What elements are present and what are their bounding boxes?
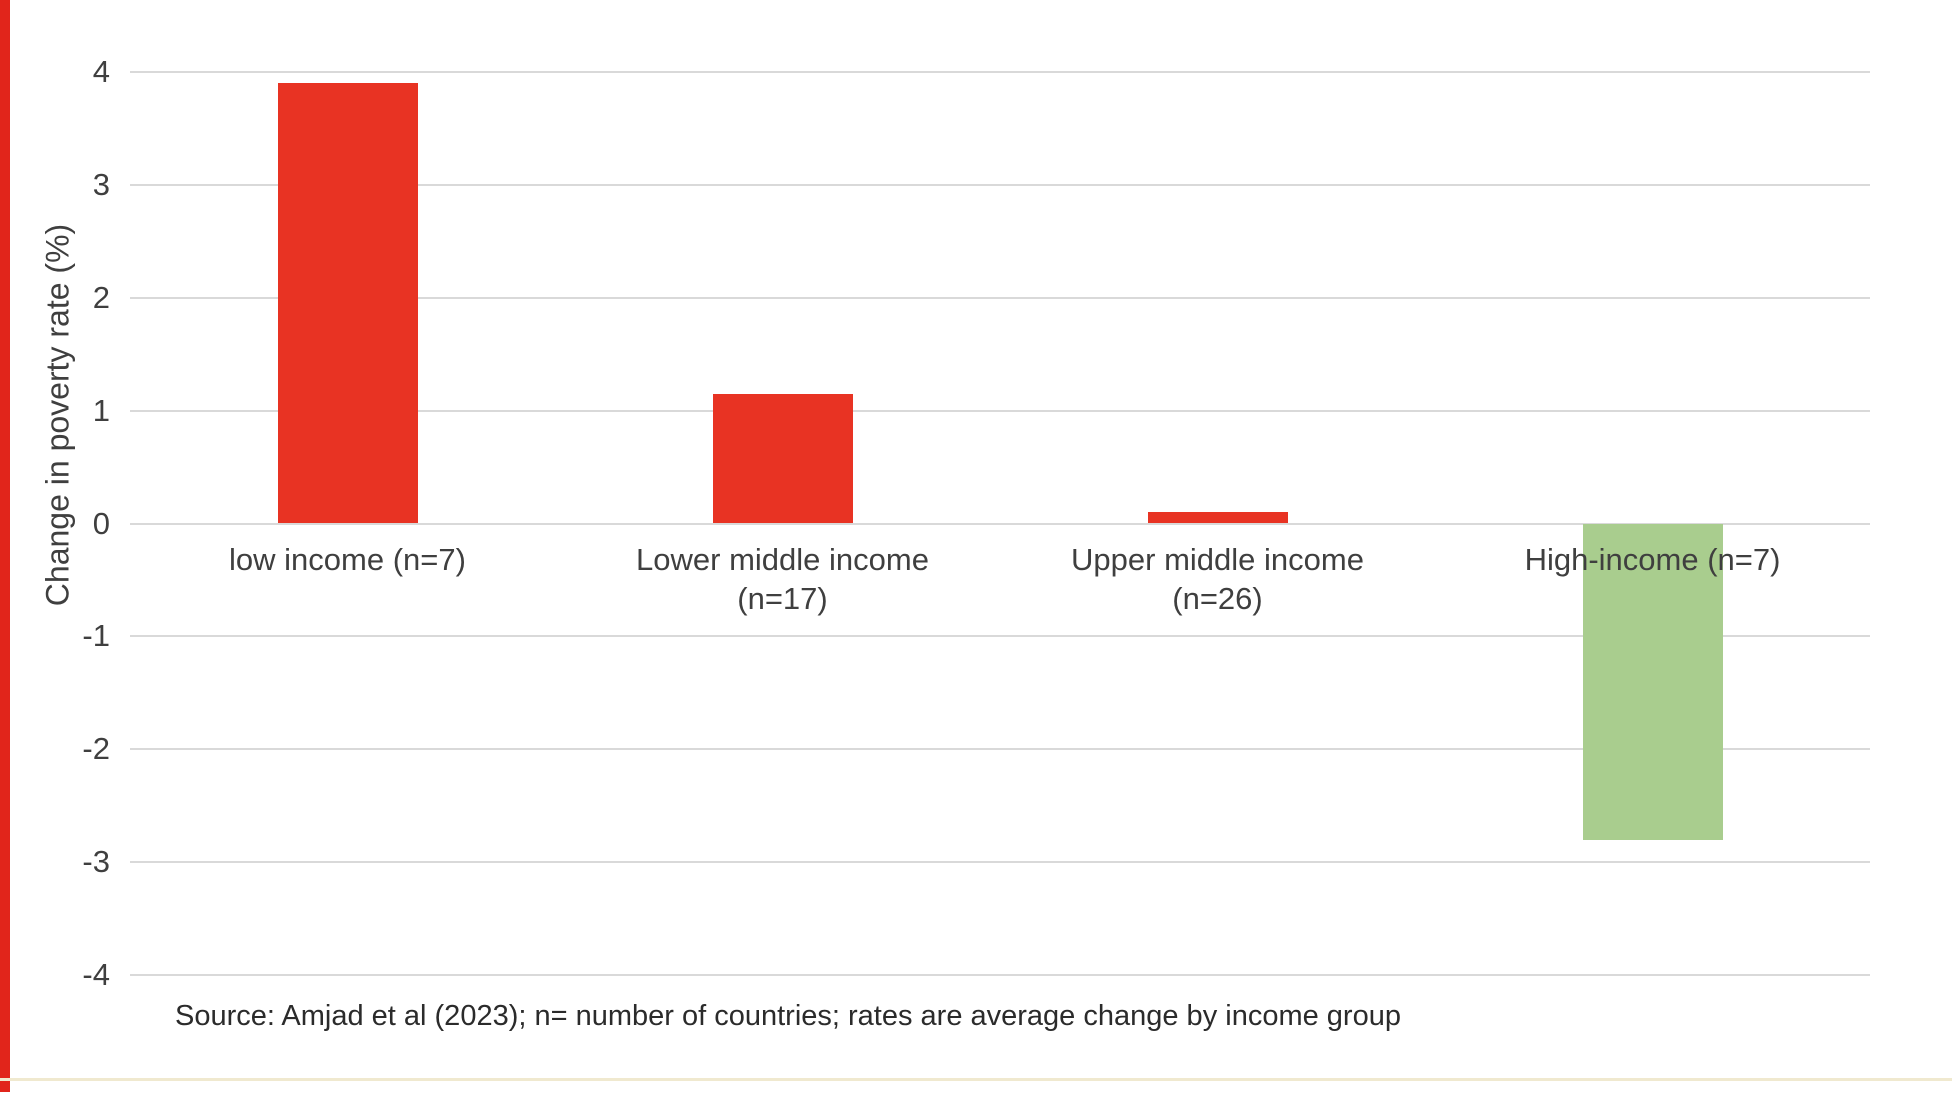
plot-area: low income (n=7) Lower middle income (n=17… [130,71,1870,976]
y-axis-tick-labels: 4 3 2 1 0 -1 -2 -3 -4 [55,54,110,992]
category-label-low-income: low income (n=7) [229,540,466,580]
y-tick-label-4: 4 [92,54,110,89]
source-note: Source: Amjad et al (2023); n= number of… [175,1000,1401,1032]
y-tick-label-2: 2 [92,279,110,315]
y-tick-label-1: 1 [92,392,110,428]
category-label-lower-middle-income: Lower middle income (n=17) [636,540,929,619]
gridline-y--4 [130,974,1870,976]
category-label-high-income: High-income (n=7) [1525,540,1781,580]
gridline-y-0 [130,522,1870,525]
gridline-y--1 [130,635,1870,638]
bar-lower-middle-income [712,393,853,524]
category-label-line: Upper middle income [1071,541,1364,577]
category-label-line: (n=26) [1172,581,1263,617]
y-tick-label--2: -2 [82,731,110,767]
y-tick-label--4: -4 [82,957,110,992]
gridline-y--3 [130,861,1870,864]
gridline-y-1 [130,409,1870,412]
bar-upper-middle-income [1147,512,1288,524]
category-label-line: low income (n=7) [229,541,466,577]
category-label-line: (n=17) [737,581,828,617]
category-label-upper-middle-income: Upper middle income (n=26) [1071,540,1364,619]
gridline-y-2 [130,296,1870,299]
category-label-line: High-income (n=7) [1524,541,1781,577]
y-tick-label--3: -3 [82,844,110,880]
gridline-y-3 [130,183,1870,186]
y-tick-label--1: -1 [82,618,110,654]
gridline-y--2 [130,748,1870,751]
bar-low-income [277,83,418,524]
gridline-y-4 [130,71,1870,73]
category-label-line: Lower middle income [636,541,929,577]
bar-high-income [1582,523,1723,840]
bottom-divider-line [0,1078,1952,1081]
y-tick-label-3: 3 [92,166,110,202]
y-tick-label-0: 0 [92,505,110,541]
left-edge-red-stripe [0,0,10,1092]
